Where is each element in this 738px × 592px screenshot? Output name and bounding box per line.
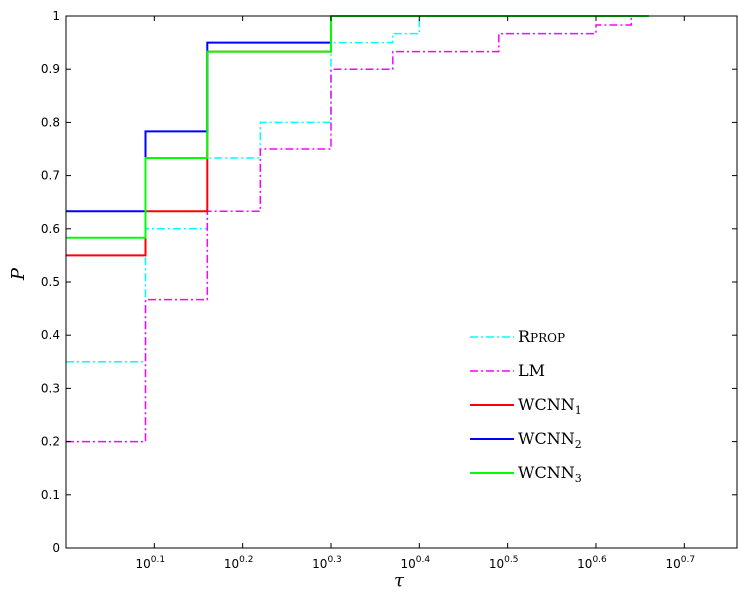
legend-item-4: WCNN2 [470,429,582,451]
x-tick-base: 10 [312,557,327,571]
y-tick-label: 0.5 [41,275,60,289]
legend-label-subscript: 1 [575,404,582,417]
x-tick-exponent: 0.3 [327,555,341,565]
y-tick-label: 0.6 [41,222,60,236]
x-tick-label: 100.5 [489,555,519,571]
y-tick-label: 0.7 [41,169,60,183]
legend-item-3: WCNN1 [470,395,582,417]
legend-item-5: WCNN3 [470,463,582,485]
legend-label-main: WCNN [518,463,575,482]
x-tick-label: 100.6 [577,555,607,571]
legend-label-smallcaps: PROP [530,331,565,345]
x-tick-base: 10 [665,557,680,571]
x-tick-exponent: 0.7 [681,555,695,565]
legend-item-2: LM [470,361,545,380]
legend-label-subscript: 2 [575,438,582,451]
legend-label: RPROP [518,327,565,346]
x-tick-base: 10 [136,557,151,571]
y-tick-label: 0.3 [41,381,60,395]
x-tick-base: 10 [401,557,416,571]
y-tick-label: 0 [52,541,60,555]
legend-label-main: WCNN [518,395,575,414]
legend-label: WCNN3 [518,463,582,485]
x-tick-label: 100.1 [136,555,166,571]
x-tick-label: 100.4 [401,555,431,571]
legend-label: WCNN1 [518,395,582,417]
x-tick-base: 10 [577,557,592,571]
y-axis-label: P [8,267,29,281]
y-tick-label: 0.9 [41,62,60,76]
series-line-3 [66,15,649,257]
x-tick-exponent: 0.4 [416,555,431,565]
series-line-2 [66,16,633,443]
x-tick-label: 100.3 [312,555,342,571]
x-tick-exponent: 0.6 [592,555,607,565]
legend-label-initial: R [518,327,531,346]
y-tick-label: 0.8 [41,115,60,129]
x-tick-base: 10 [489,557,504,571]
x-axis-label: τ [394,570,405,591]
series-line-5 [66,15,649,239]
series-line-1 [66,15,649,363]
x-tick-exponent: 0.2 [239,555,253,565]
legend-item-1: RPROP [470,327,565,346]
x-tick-exponent: 0.5 [504,555,518,565]
x-tick-label: 100.2 [224,555,254,571]
series-line-4 [66,15,649,213]
plot-frame [65,15,738,549]
legend-label: LM [518,361,545,380]
x-tick-label: 100.7 [665,555,695,571]
y-tick-label: 0.2 [41,435,60,449]
x-tick-exponent: 0.1 [151,555,165,565]
legend-label-subscript: 3 [575,472,582,485]
y-tick-label: 0.1 [41,488,60,502]
y-tick-label: 1 [52,9,60,23]
y-tick-label: 0.4 [41,328,60,342]
legend-label-main: WCNN [518,429,575,448]
legend-label: WCNN2 [518,429,582,451]
x-tick-base: 10 [224,557,239,571]
